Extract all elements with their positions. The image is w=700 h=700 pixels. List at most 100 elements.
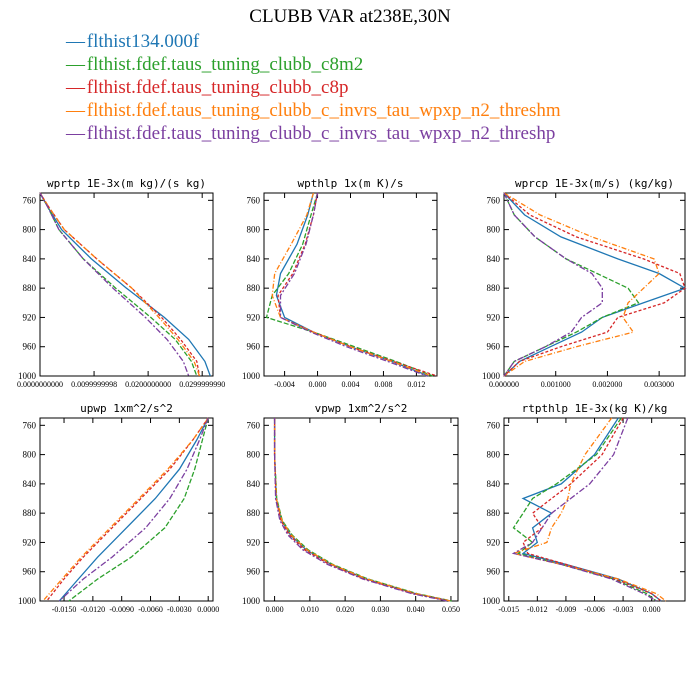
panel-0-ytick-label-4: 920 — [23, 312, 37, 322]
panel-1-ytick-label-4: 920 — [247, 312, 261, 322]
panel-2-series-2 — [503, 192, 686, 377]
panel-3-xtick-label-0: -0.0150 — [52, 605, 77, 614]
panel-3-series-1 — [68, 417, 209, 602]
panel-3-ytick-label-6: 1000 — [18, 596, 37, 606]
panel-4-ytick-label-6: 1000 — [242, 596, 261, 606]
panel-2-xtick-label-2: 0.002000 — [592, 380, 622, 389]
panel-0-series-2 — [39, 192, 201, 377]
panel-1-xtick-label-1: 0.000 — [309, 380, 327, 389]
panel-0-ytick-label-6: 1000 — [18, 371, 37, 381]
panel-1-ytick-label-6: 1000 — [242, 371, 261, 381]
panel-5-xtick-label-1: -0.012 — [527, 605, 548, 614]
panel-4-xtick-label-4: 0.040 — [407, 605, 425, 614]
panel-3-ytick-label-3: 880 — [23, 508, 37, 518]
panel-3-xtick-label-5: 0.0000 — [197, 605, 219, 614]
panel-1-xtick-label-0: -0.004 — [274, 380, 295, 389]
panel-5-ytick-label-1: 800 — [487, 450, 501, 460]
panel-0-series-3 — [39, 192, 201, 377]
panel-3-series-0 — [58, 417, 209, 602]
panel-1-title: wpthlp 1x(m K)/s — [298, 177, 404, 190]
panel-3-xtick-label-4: -0.0030 — [167, 605, 192, 614]
panel-1-series-3 — [271, 192, 432, 377]
panel-4-xtick-label-0: 0.000 — [266, 605, 284, 614]
legend-entry-0: — flthist134.000f — [66, 30, 561, 53]
legend-entry-3: — flthist.fdef.taus_tuning_clubb_c_invrs… — [66, 99, 561, 122]
panel-4-series-4 — [273, 418, 448, 602]
panel-1-series-1 — [265, 192, 434, 377]
legend-label-0: flthist134.000f — [86, 31, 200, 52]
panel-0-xtick-label-0: 0.0000000000 — [17, 380, 63, 389]
panel-5-ytick-label-4: 920 — [487, 537, 501, 547]
panel-4-series-0 — [273, 418, 452, 602]
panel-5-series-2 — [522, 417, 662, 602]
panel-1-series-2 — [277, 192, 438, 377]
panel-4-series-2 — [273, 418, 450, 602]
panel-4-xtick-label-1: 0.010 — [301, 605, 319, 614]
panel-2-xtick-label-0: 0.000000 — [489, 380, 519, 389]
panel-1-xtick-label-3: 0.008 — [374, 380, 392, 389]
legend-entry-4: — flthist.fdef.taus_tuning_clubb_c_invrs… — [66, 122, 561, 145]
panel-1-series-4 — [279, 192, 428, 377]
panel-0-xtick-label-1: 0.0099999998 — [71, 380, 117, 389]
panel-4-series-1 — [273, 418, 452, 602]
panel-5-xtick-label-2: -0.009 — [556, 605, 577, 614]
panel-3-xtick-label-1: -0.0120 — [81, 605, 106, 614]
panel-0-ytick-label-2: 840 — [23, 254, 37, 264]
panel-0-ytick-label-3: 880 — [23, 283, 37, 293]
panel-2-ytick-label-4: 920 — [487, 312, 501, 322]
panel-3-ytick-label-2: 840 — [23, 479, 37, 489]
panel-0-ytick-label-5: 960 — [23, 342, 37, 352]
panel-5-title: rtpthlp 1E-3x(kg K)/kg — [522, 402, 668, 415]
panel-0-series-0 — [39, 192, 211, 377]
panel-4-title: vpwp 1xm^2/s^2 — [315, 402, 408, 415]
panel-4-frame — [263, 417, 459, 602]
panel-3-series-3 — [42, 417, 209, 602]
panel-4-ytick-label-1: 800 — [247, 450, 261, 460]
panel-3-xtick-label-3: -0.0060 — [138, 605, 163, 614]
panel-1-ytick-label-1: 800 — [247, 225, 261, 235]
panel-5-series-4 — [511, 417, 657, 602]
panel-2-xtick-label-1: 0.001000 — [541, 380, 571, 389]
panel-2-xtick-label-3: 0.003000 — [644, 380, 674, 389]
panel-3-ytick-label-1: 800 — [23, 450, 37, 460]
legend: — flthist134.000f — flthist.fdef.taus_tu… — [66, 30, 561, 145]
panel-0-frame — [39, 192, 214, 377]
panel-3-title: upwp 1xm^2/s^2 — [80, 402, 173, 415]
panel-5-xtick-label-0: -0.015 — [498, 605, 519, 614]
panel-1-series-0 — [275, 192, 430, 377]
legend-swatch-1: — — [66, 54, 85, 75]
panel-5-series-1 — [512, 417, 657, 602]
figure-title: CLUBB VAR at238E,30N — [249, 6, 451, 27]
panel-0-title: wprtp 1E-3x(m kg)/(s kg) — [47, 177, 206, 190]
panel-5-xtick-label-4: -0.003 — [613, 605, 634, 614]
panel-2-ytick-label-3: 880 — [487, 283, 501, 293]
panel-4-ytick-label-2: 840 — [247, 479, 261, 489]
legend-swatch-0: — — [66, 31, 85, 52]
legend-entry-1: — flthist.fdef.taus_tuning_clubb_c8m2 — [66, 53, 561, 76]
panel-4-ytick-label-3: 880 — [247, 508, 261, 518]
panel-5-xtick-label-5: 0.000 — [643, 605, 661, 614]
panel-3-ytick-label-4: 920 — [23, 537, 37, 547]
panel-3-ytick-label-5: 960 — [23, 567, 37, 577]
panel-1-ytick-label-3: 880 — [247, 283, 261, 293]
panel-2-ytick-label-2: 840 — [487, 254, 501, 264]
panel-4-ytick-label-4: 920 — [247, 537, 261, 547]
panel-5-series-3 — [511, 417, 667, 602]
panel-2-ytick-label-0: 760 — [487, 195, 501, 205]
panel-1-xtick-label-4: 0.012 — [407, 380, 425, 389]
panel-2-ytick-label-1: 800 — [487, 225, 501, 235]
legend-swatch-2: — — [66, 77, 85, 98]
panel-4-series-3 — [273, 418, 452, 602]
panel-5-ytick-label-2: 840 — [487, 479, 501, 489]
legend-label-1: flthist.fdef.taus_tuning_clubb_c8m2 — [86, 54, 364, 75]
legend-label-3: flthist.fdef.taus_tuning_clubb_c_invrs_t… — [86, 100, 561, 121]
panel-5-xtick-label-3: -0.006 — [584, 605, 605, 614]
panel-2-ytick-label-6: 1000 — [482, 371, 501, 381]
panel-4-ytick-label-0: 760 — [247, 420, 261, 430]
panel-1-ytick-label-5: 960 — [247, 342, 261, 352]
legend-label-2: flthist.fdef.taus_tuning_clubb_c8p — [86, 77, 349, 98]
legend-swatch-4: — — [66, 123, 85, 144]
panel-0-ytick-label-0: 760 — [23, 195, 37, 205]
panel-0-xtick-label-3: 0.0299999990 — [179, 380, 225, 389]
legend-label-4: flthist.fdef.taus_tuning_clubb_c_invrs_t… — [86, 123, 556, 144]
